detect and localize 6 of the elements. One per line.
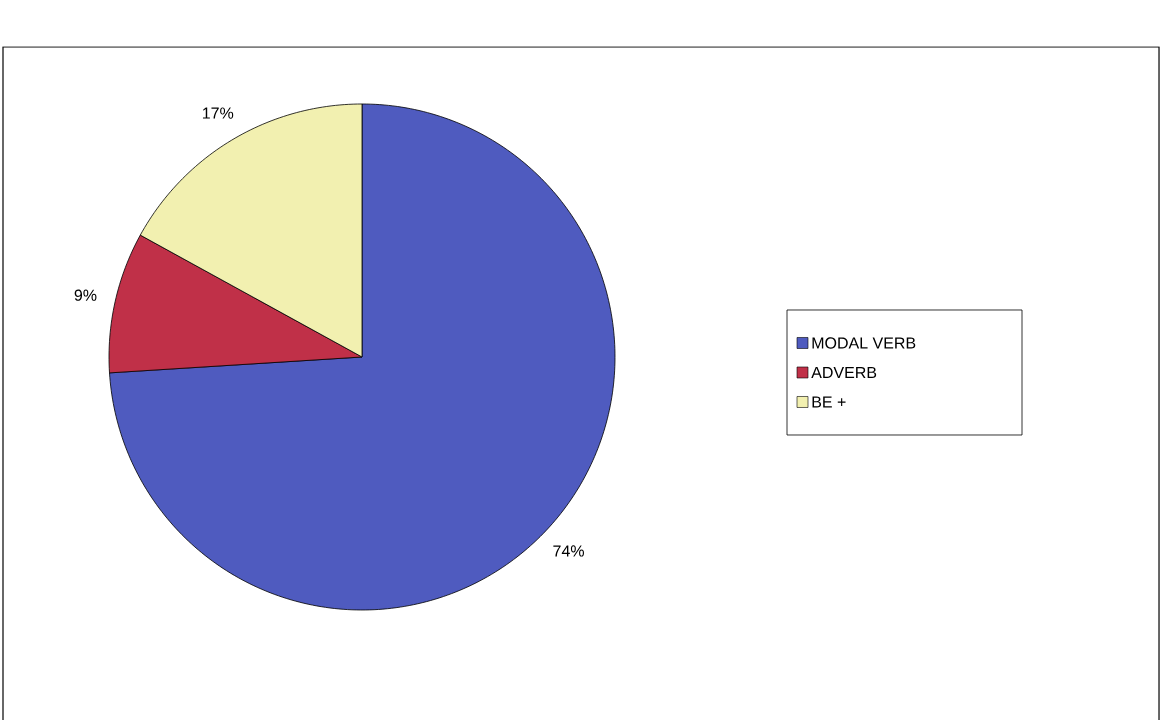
data-label: 9% bbox=[74, 289, 97, 301]
legend-label: MODAL VERB bbox=[812, 337, 916, 349]
data-label: 74% bbox=[553, 545, 584, 557]
data-label: 17% bbox=[202, 107, 234, 119]
legend-label: ADVERB bbox=[811, 366, 877, 378]
legend-label: BE + bbox=[812, 396, 846, 408]
